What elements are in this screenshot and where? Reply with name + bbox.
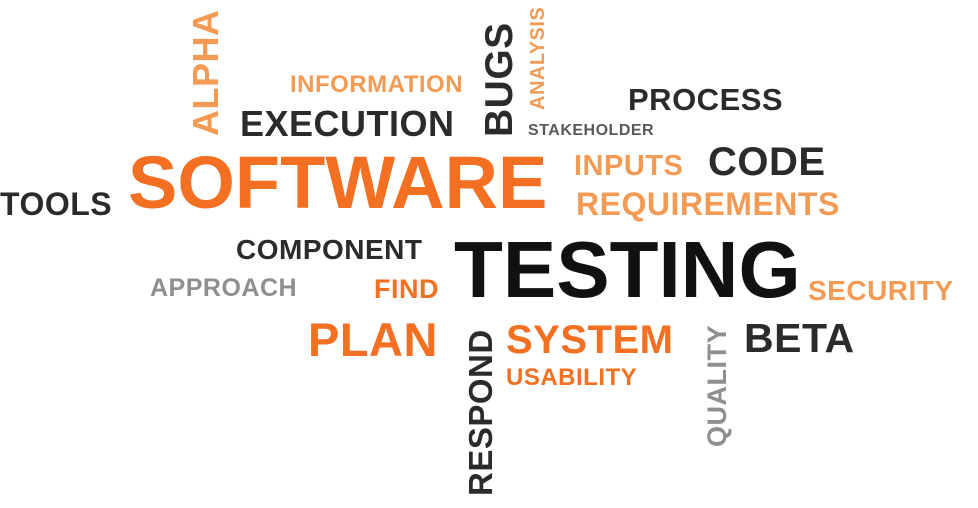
word-inputs: INPUTS [574, 150, 684, 182]
word-process: PROCESS [628, 82, 784, 117]
word-information: INFORMATION [290, 71, 464, 98]
word-beta: BETA [744, 315, 855, 361]
word-alpha: ALPHA [185, 9, 226, 137]
word-analysis: ANALYSIS [527, 6, 549, 110]
word-find: FIND [374, 274, 439, 304]
word-code: CODE [708, 140, 826, 184]
word-usability: USABILITY [506, 364, 638, 391]
word-approach: APPROACH [150, 274, 298, 302]
word-plan: PLAN [308, 313, 438, 366]
word-execution: EXECUTION [240, 103, 455, 144]
word-software: SOFTWARE [128, 141, 548, 224]
word-requirements: REQUIREMENTS [576, 186, 840, 222]
word-respond: RESPOND [462, 329, 499, 496]
word-security: SECURITY [808, 275, 954, 306]
word-stakeholder: STAKEHOLDER [528, 122, 655, 139]
word-tools: TOOLS [0, 186, 113, 222]
word-system: SYSTEM [506, 318, 674, 362]
word-component: COMPONENT [236, 234, 423, 265]
word-testing: TESTING [454, 225, 801, 314]
word-quality: QUALITY [702, 325, 732, 447]
word-bugs: BUGS [478, 22, 521, 137]
